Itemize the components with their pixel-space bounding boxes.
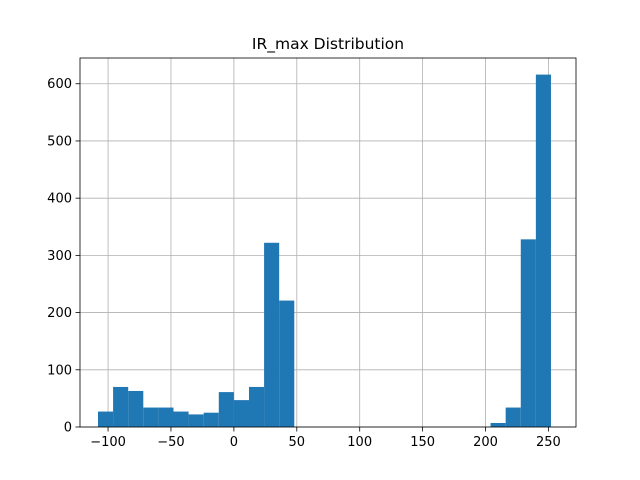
y-tick-label: 300 bbox=[47, 249, 72, 264]
x-tick-label: 250 bbox=[536, 435, 561, 450]
y-tick-label: 200 bbox=[47, 306, 72, 321]
histogram-bar bbox=[113, 386, 129, 427]
histogram-bar bbox=[279, 300, 295, 427]
y-tick-label: 100 bbox=[47, 363, 72, 378]
histogram-bar bbox=[203, 412, 219, 427]
histogram-bar bbox=[248, 386, 265, 427]
x-tick-label: −50 bbox=[157, 435, 184, 450]
histogram-bar bbox=[535, 74, 551, 427]
x-tick-label: 200 bbox=[473, 435, 498, 450]
bars bbox=[97, 74, 551, 427]
histogram-bar bbox=[128, 390, 144, 427]
histogram-bar bbox=[143, 407, 159, 427]
histogram-bar bbox=[188, 414, 204, 427]
histogram-bar bbox=[505, 407, 521, 427]
axes-frame bbox=[79, 57, 577, 428]
histogram-bar bbox=[233, 400, 249, 427]
x-tick-label: 0 bbox=[230, 435, 238, 450]
x-tick-label: 50 bbox=[289, 435, 306, 450]
x-tick-label: 100 bbox=[347, 435, 372, 450]
x-tick-label: 150 bbox=[410, 435, 435, 450]
y-tick-label: 400 bbox=[47, 192, 72, 207]
x-tick-label: −100 bbox=[90, 435, 126, 450]
y-tick-label: 0 bbox=[64, 421, 72, 436]
histogram-bar bbox=[173, 411, 189, 427]
x-axis-ticks: −100 −50 0 50 100 150 200 250 bbox=[90, 427, 561, 450]
y-axis-ticks: 0 100 200 300 400 500 600 bbox=[47, 77, 80, 436]
chart-title: IR_max Distribution bbox=[252, 35, 404, 54]
histogram-bar bbox=[264, 242, 280, 427]
histogram-bar bbox=[490, 422, 506, 427]
histogram-bar bbox=[520, 239, 536, 427]
histogram-bar bbox=[97, 411, 114, 427]
y-tick-label: 600 bbox=[47, 77, 72, 92]
histogram-bar bbox=[158, 407, 174, 427]
y-tick-label: 500 bbox=[47, 134, 72, 149]
histogram-bar bbox=[218, 392, 234, 427]
